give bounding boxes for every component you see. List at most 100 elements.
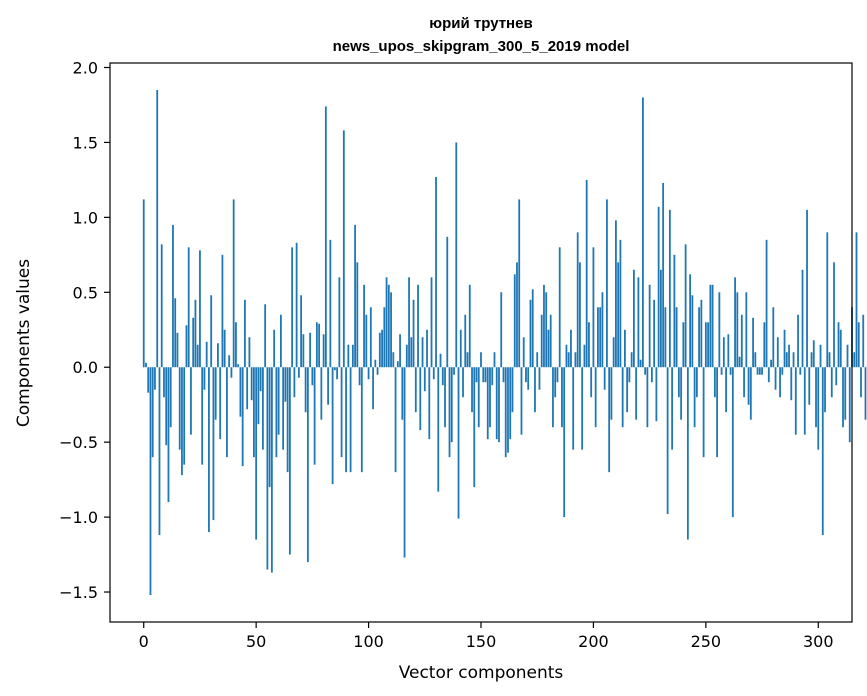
bar [716, 367, 718, 458]
bar [459, 329, 462, 368]
bar [657, 206, 660, 368]
bar [635, 367, 638, 420]
bar [547, 329, 550, 368]
bar [819, 344, 822, 368]
bar [594, 367, 597, 428]
bar [378, 332, 381, 368]
bar [477, 367, 480, 428]
bar [776, 337, 779, 368]
y-tick-label: −0.5 [59, 433, 98, 452]
bar [417, 284, 419, 368]
bar [785, 352, 788, 368]
bar [830, 367, 833, 398]
bar [288, 367, 291, 555]
bar [322, 334, 325, 368]
bar [372, 367, 374, 410]
bar [246, 367, 249, 410]
bar [853, 352, 856, 368]
bar [695, 367, 698, 398]
y-tick-label: 1.0 [73, 208, 98, 227]
bar [446, 236, 449, 368]
bar [765, 239, 768, 368]
bar [345, 367, 347, 473]
bar [237, 364, 240, 368]
bar [808, 367, 811, 405]
x-tick-label: 250 [691, 632, 722, 651]
bar [543, 284, 545, 368]
bar [453, 367, 455, 375]
bar [190, 367, 192, 435]
bar [700, 299, 703, 368]
bar [592, 247, 595, 368]
bar [504, 367, 507, 458]
bar [286, 367, 289, 473]
bar [185, 325, 188, 368]
bar [644, 367, 647, 375]
bar [502, 367, 505, 383]
bar [208, 367, 210, 533]
bar [486, 367, 489, 440]
bar [756, 367, 759, 375]
bar [156, 89, 159, 368]
bar [284, 367, 287, 402]
bar [223, 329, 226, 368]
bar [250, 367, 253, 401]
bar [244, 299, 246, 368]
bar [457, 367, 460, 519]
bar [806, 209, 808, 368]
bar [740, 314, 743, 368]
bar [219, 367, 222, 440]
bar [426, 329, 428, 368]
bar [365, 314, 368, 368]
bar [432, 367, 435, 380]
bar [516, 262, 518, 368]
bar [268, 367, 271, 488]
bar [324, 106, 327, 368]
bar [846, 344, 849, 368]
bar [619, 239, 622, 368]
bar [540, 314, 543, 368]
bar [441, 367, 444, 386]
bar [367, 367, 370, 380]
bar [709, 284, 712, 368]
bar [248, 337, 251, 368]
bar [781, 367, 784, 375]
bar [522, 337, 525, 368]
bar [401, 367, 404, 420]
bar [833, 262, 835, 368]
bar [556, 367, 559, 383]
bar [338, 277, 341, 368]
bar [142, 199, 145, 368]
bar [282, 367, 285, 450]
bar [792, 352, 795, 368]
bar [731, 367, 734, 518]
bar [729, 367, 732, 375]
bar [860, 367, 862, 398]
bar [655, 367, 658, 422]
plot-frame [109, 62, 853, 623]
bar [554, 367, 557, 398]
chart-title-line1: юрий трутнев [429, 15, 532, 32]
bar [270, 367, 273, 573]
bar [828, 352, 831, 368]
bar [797, 314, 799, 368]
bar [826, 232, 829, 368]
bar [509, 367, 512, 440]
bar [264, 304, 267, 368]
bar [738, 356, 741, 368]
bar [396, 361, 399, 368]
bar [626, 367, 629, 413]
bar [673, 254, 676, 368]
bar [565, 344, 568, 368]
bar [302, 334, 305, 368]
bar [763, 322, 766, 368]
bar [790, 367, 793, 401]
bar [666, 367, 669, 515]
x-axis-ticks: 0 50 100 150 200 250 300 [139, 622, 834, 651]
bar [597, 307, 599, 368]
bar [545, 292, 548, 368]
bar [633, 269, 635, 368]
bar [788, 344, 790, 368]
bar [149, 367, 152, 596]
bar [273, 329, 276, 368]
